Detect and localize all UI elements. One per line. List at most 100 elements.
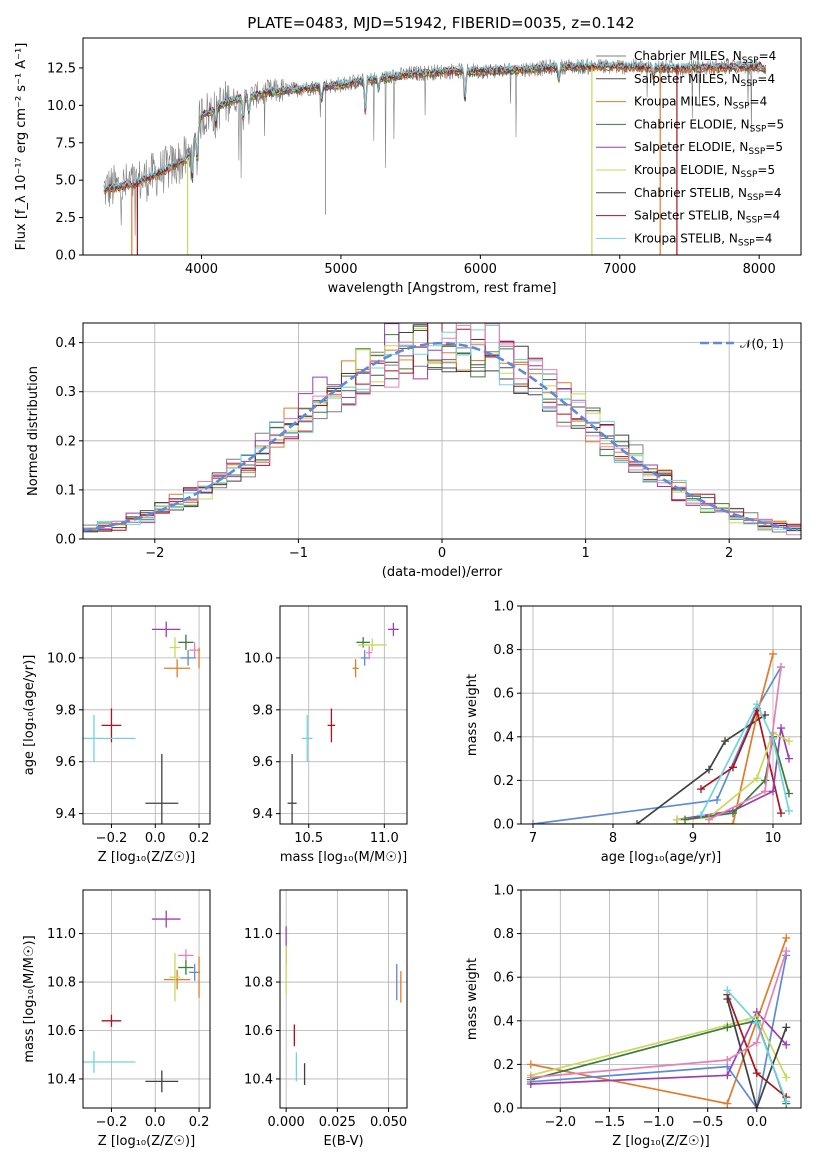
legend-entry-nssp: 4 [774,186,782,200]
legend-entry-eq: = [759,49,769,63]
chart-age_vs_Z: −0.2 0.0 0.2 9.4 9.6 9.8 10.0 Z [log₁₀(Z/Z☉)] ag… [22,605,211,865]
massweight-marker [713,796,721,805]
y-tick-label: 9.6 [55,755,76,770]
x-axis-label: E(B-V) [323,1134,363,1149]
x-tick-label: 0.050 [370,1115,407,1130]
y-tick-label: 9.8 [55,703,76,718]
massweight-line-pink [708,666,782,821]
legend-entry-name: Salpeter STELIB [634,209,729,223]
massweight-line-blue [530,955,788,1108]
legend-entry-nssp: 4 [760,95,768,109]
massweight-marker [785,806,793,815]
x-tick-label: −2 [145,546,164,561]
legend-entry-eq: = [757,72,767,86]
massweight-marker [777,809,785,818]
normal-legend-label: 𝒩(0, 1) [740,337,784,351]
legend-entry-label: Salpeter STELIB, NSSP=4 [634,209,780,226]
x-tick-label: −1 [289,546,308,561]
massweight-marker [769,734,777,743]
spectrum-model-kroupa_stelib [103,60,767,191]
massweight-marker [526,1073,535,1082]
y-tick-label: 0.1 [55,483,76,498]
x-tick-label: 6000 [464,262,497,277]
massweight-marker [761,776,769,785]
legend-entry-sep: , N [730,186,747,200]
y-tick-label: 0.2 [493,774,514,789]
massweight-line-pink [530,950,788,1079]
massweight-marker [729,763,737,772]
legend-entry-sep: , N [725,49,742,63]
legend-entry-name: Kroupa MILES [634,95,716,109]
x-tick-label: 4000 [185,262,218,277]
massweight-marker [752,1038,761,1047]
chart-mass_vs_ebv: 0.000 0.025 0.050 10.4 10.6 10.8 11.0 E(B-V) [244,889,408,1149]
massweight-marker [729,820,737,824]
legend-entry-sub: SSP [741,170,758,180]
y-axis-label: Flux [f_λ 10⁻¹⁷ erg cm⁻² s⁻¹ A⁻¹] [14,43,29,251]
y-axis-label: mass [log₁₀(M/M☉)] [22,935,37,1062]
massweight-marker [782,1023,791,1032]
massweight-marker [785,754,793,763]
legend-entry-sub: SSP [741,79,758,89]
legend-entry-sub: SSP [750,124,767,134]
data-layer-mass_vs_Z [83,910,201,1093]
legend-entry-eq: = [764,186,774,200]
legend-entry-label: Chabrier MILES, NSSP=4 [634,49,776,66]
massweight-marker [705,765,713,774]
legend-entry-nssp: 4 [765,231,773,245]
legend-entry-nssp: 4 [769,49,777,63]
massweight-line-blue [532,666,782,824]
x-axis-label: (data-model)/error [382,565,503,580]
y-tick-label: 0.2 [493,1058,514,1073]
y-tick-label: 0.3 [55,385,76,400]
y-tick-label: 11.0 [244,927,273,942]
x-axis-label: age [log₁₀(age/yr)] [601,850,722,865]
y-tick-label: 10.8 [244,976,273,991]
massweight-line-kroupa_stelib [700,702,790,816]
data-layer-age_vs_mass [287,622,399,824]
legend-entry-eq: = [763,209,773,223]
x-tick-label: −1.0 [643,1115,675,1130]
massweight-marker [782,1073,791,1082]
legend-entry-sub: SSP [746,216,763,226]
legend-entry-label: Chabrier ELODIE, NSSP=5 [634,117,784,134]
axes-frame [520,889,802,1109]
data-layer-massweight_vs_age [529,649,793,824]
legend-entry-eq: = [766,117,776,131]
x-tick-label: −0.5 [692,1115,724,1130]
massweight-marker [723,1071,732,1080]
legend-entry-nssp: 5 [777,117,785,131]
massweight-line-salpeter_elodie [530,1010,787,1085]
legend-entry-sub: SSP [742,56,759,66]
chart-massweight_vs_age: 7 8 9 10 0.0 0.2 0.4 0.6 0.8 1.0 age [log₁₀(age/yr… [465,600,802,865]
massweight-marker [529,820,537,824]
massweight-marker [782,1097,791,1106]
y-tick-label: 0.6 [493,687,514,702]
massweight-marker [723,986,732,995]
residual-histogram-salpeter_elodie [83,323,801,533]
legend-entry-name: Salpeter ELODIE [634,140,732,154]
y-tick-label: 10.0 [47,99,76,114]
x-tick-label: 0.2 [189,1115,210,1130]
massweight-marker [782,933,791,942]
y-tick-label: 7.5 [55,136,76,151]
legend-entry-name: Kroupa STELIB [634,231,721,245]
y-tick-label: 0.4 [493,1014,514,1029]
massweight-marker [697,785,705,794]
axes-frame [82,889,211,1109]
y-axis-label: mass weight [465,674,480,756]
legend-entry-sep: , N [732,140,749,154]
massweight-marker [723,995,732,1003]
massweight-marker [752,1018,761,1027]
legend-entry-eq: = [765,140,775,154]
chart-age_vs_mass: 10.5 11.0 9.4 9.6 9.8 10.0 mass [log₁₀(M/M☉)] [244,605,408,865]
massweight-line-kroupa_miles [677,653,774,824]
y-tick-label: 10.0 [244,651,273,666]
massweight-marker [752,1104,761,1108]
normal-reference-curve [83,341,799,532]
massweight-marker [753,700,761,709]
x-axis-label: mass [log₁₀(M/M☉)] [280,850,407,865]
y-tick-label: 11.0 [47,927,76,942]
